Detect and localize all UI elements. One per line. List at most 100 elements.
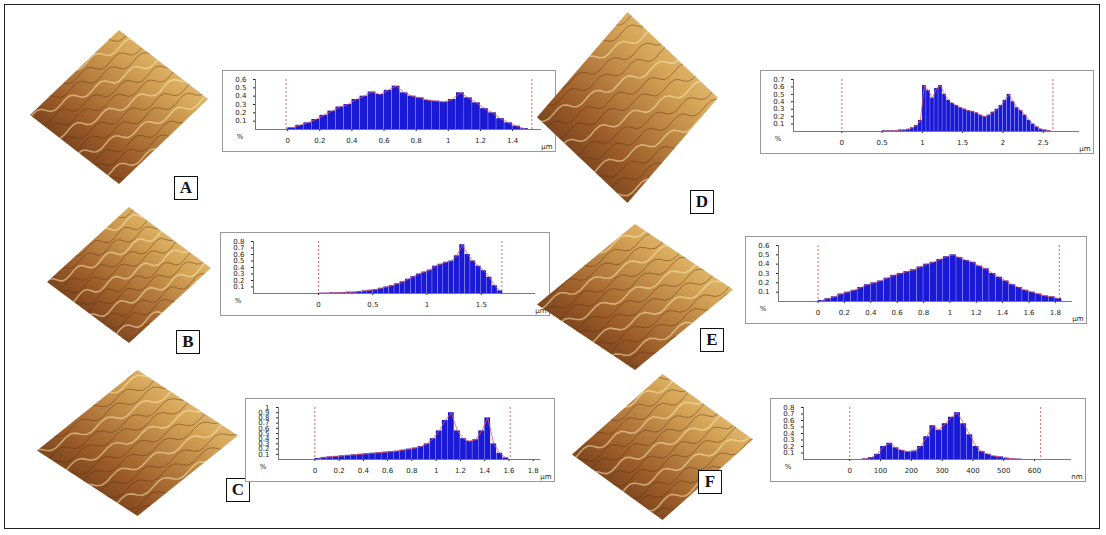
svg-text:0.2: 0.2 bbox=[773, 113, 784, 121]
svg-text:0.2: 0.2 bbox=[758, 279, 769, 287]
svg-text:0.8: 0.8 bbox=[918, 309, 929, 317]
svg-text:2.5: 2.5 bbox=[1038, 139, 1049, 147]
svg-text:0: 0 bbox=[313, 467, 317, 475]
svg-text:1.8: 1.8 bbox=[1050, 309, 1061, 317]
svg-text:%: % bbox=[775, 135, 782, 143]
svg-text:0.8: 0.8 bbox=[258, 414, 270, 423]
svg-text:0.4: 0.4 bbox=[758, 260, 770, 268]
svg-text:%: % bbox=[785, 463, 792, 471]
svg-text:300: 300 bbox=[935, 467, 948, 475]
svg-text:0: 0 bbox=[816, 309, 820, 317]
svg-text:0.3: 0.3 bbox=[258, 440, 270, 449]
html-text:C: C bbox=[231, 480, 245, 499]
svg-text:0.5: 0.5 bbox=[877, 139, 888, 147]
svg-text:%: % bbox=[235, 297, 242, 305]
svg-text:0.2: 0.2 bbox=[233, 276, 245, 285]
svg-text:µm: µm bbox=[535, 306, 547, 315]
svg-text:1.6: 1.6 bbox=[503, 467, 515, 475]
svg-text:0.5: 0.5 bbox=[773, 91, 784, 99]
svg-text:0.1: 0.1 bbox=[258, 450, 270, 459]
svg-text:0.5: 0.5 bbox=[235, 84, 246, 92]
svg-text:0.6: 0.6 bbox=[258, 424, 270, 433]
svg-text:%: % bbox=[760, 305, 767, 313]
html-text:E: E bbox=[706, 330, 718, 349]
svg-text:0.8: 0.8 bbox=[233, 238, 244, 246]
svg-text:0.2: 0.2 bbox=[334, 467, 345, 475]
svg-text:0.3: 0.3 bbox=[233, 270, 245, 279]
html-text:D: D bbox=[695, 192, 709, 211]
svg-text:0: 0 bbox=[840, 139, 844, 147]
svg-text:µm: µm bbox=[541, 143, 552, 151]
svg-text:2: 2 bbox=[1001, 139, 1005, 147]
svg-text:0: 0 bbox=[316, 301, 320, 309]
svg-text:µm: µm bbox=[540, 473, 551, 481]
svg-text:0.3: 0.3 bbox=[235, 101, 246, 109]
svg-text:0.6: 0.6 bbox=[233, 250, 245, 259]
svg-text:1: 1 bbox=[425, 301, 429, 309]
svg-text:0.4: 0.4 bbox=[233, 263, 245, 272]
svg-text:0.4: 0.4 bbox=[865, 309, 877, 317]
svg-text:0.4: 0.4 bbox=[773, 98, 785, 106]
svg-text:200: 200 bbox=[905, 467, 918, 475]
svg-text:0.1: 0.1 bbox=[235, 117, 246, 125]
svg-text:0.5: 0.5 bbox=[258, 429, 270, 438]
html-text:F: F bbox=[704, 472, 716, 491]
svg-text:1: 1 bbox=[920, 139, 924, 147]
svg-text:%: % bbox=[237, 133, 244, 141]
svg-text:0.6: 0.6 bbox=[773, 83, 785, 91]
svg-text:1.2: 1.2 bbox=[475, 137, 486, 145]
html-text:A: A bbox=[179, 178, 193, 197]
svg-text:0.8: 0.8 bbox=[783, 404, 794, 412]
svg-text:0.8: 0.8 bbox=[406, 467, 417, 475]
svg-text:1.2: 1.2 bbox=[971, 309, 982, 317]
svg-text:0.5: 0.5 bbox=[367, 301, 378, 309]
svg-text:1.4: 1.4 bbox=[997, 309, 1009, 317]
svg-text:0.2: 0.2 bbox=[839, 309, 850, 317]
svg-text:0.7: 0.7 bbox=[258, 419, 270, 428]
svg-text:1: 1 bbox=[434, 467, 438, 475]
svg-text:0.1: 0.1 bbox=[233, 283, 245, 292]
svg-text:0.2: 0.2 bbox=[314, 137, 325, 145]
svg-text:600: 600 bbox=[1028, 467, 1041, 475]
svg-text:0.4: 0.4 bbox=[358, 467, 370, 475]
svg-text:1.2: 1.2 bbox=[455, 467, 466, 475]
html-text:B: B bbox=[182, 332, 194, 351]
svg-text:0: 0 bbox=[285, 137, 289, 145]
svg-text:100: 100 bbox=[874, 467, 887, 475]
svg-text:1.8: 1.8 bbox=[528, 467, 539, 475]
svg-text:0.4: 0.4 bbox=[258, 434, 270, 443]
svg-text:400: 400 bbox=[966, 467, 979, 475]
svg-text:1.5: 1.5 bbox=[957, 139, 968, 147]
svg-text:0.5: 0.5 bbox=[758, 251, 769, 259]
svg-text:0.2: 0.2 bbox=[235, 109, 246, 117]
svg-text:µm: µm bbox=[1079, 145, 1090, 153]
svg-text:0.3: 0.3 bbox=[758, 270, 769, 278]
svg-text:0.3: 0.3 bbox=[773, 105, 784, 113]
svg-text:1: 1 bbox=[446, 137, 450, 145]
svg-text:µm: µm bbox=[1072, 315, 1083, 323]
svg-text:0.6: 0.6 bbox=[758, 242, 770, 250]
svg-text:1.5: 1.5 bbox=[476, 301, 487, 309]
svg-text:0.6: 0.6 bbox=[378, 137, 390, 145]
svg-text:0.4: 0.4 bbox=[346, 137, 358, 145]
svg-text:1: 1 bbox=[265, 404, 269, 412]
svg-text:1: 1 bbox=[948, 309, 952, 317]
svg-text:0.6: 0.6 bbox=[235, 76, 247, 84]
svg-text:500: 500 bbox=[997, 467, 1010, 475]
svg-text:1.4: 1.4 bbox=[479, 467, 491, 475]
svg-text:0.7: 0.7 bbox=[233, 244, 245, 253]
svg-text:0: 0 bbox=[847, 467, 851, 475]
svg-text:0.5: 0.5 bbox=[233, 257, 245, 266]
svg-text:0.6: 0.6 bbox=[382, 467, 394, 475]
svg-text:1.6: 1.6 bbox=[1023, 309, 1035, 317]
svg-text:nm: nm bbox=[1071, 473, 1082, 481]
svg-text:0.2: 0.2 bbox=[258, 445, 270, 454]
svg-text:0.4: 0.4 bbox=[235, 92, 247, 100]
svg-text:0.1: 0.1 bbox=[758, 288, 769, 296]
svg-text:0.7: 0.7 bbox=[773, 76, 784, 84]
svg-text:1.4: 1.4 bbox=[507, 137, 519, 145]
svg-text:0.1: 0.1 bbox=[773, 120, 784, 128]
svg-text:0.6: 0.6 bbox=[892, 309, 904, 317]
svg-text:%: % bbox=[260, 463, 267, 471]
svg-text:0.8: 0.8 bbox=[411, 137, 422, 145]
